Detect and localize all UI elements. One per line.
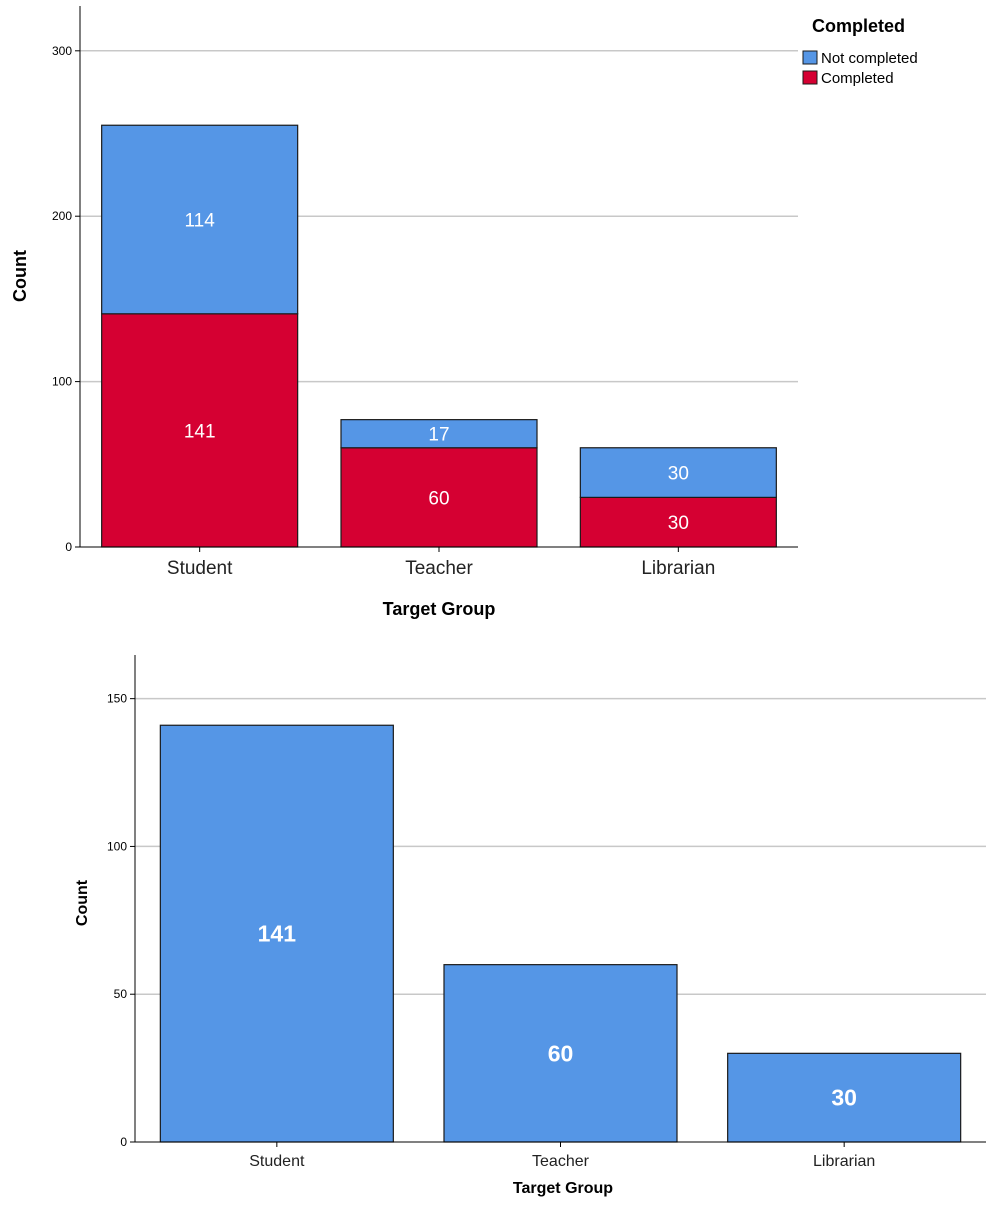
y-tick-label: 50 [114, 987, 128, 1001]
legend-label-not-completed: Not completed [821, 50, 918, 67]
data-labels: 141 60 30 [258, 921, 857, 1111]
bar-librarian [727, 1052, 962, 1143]
y-tick-label: 0 [120, 1135, 127, 1149]
bar-teacher [443, 964, 678, 1143]
bar-teacher-completed [340, 447, 538, 548]
x-axis-title: Target Group [513, 1180, 613, 1197]
y-tick-label: 200 [52, 209, 72, 223]
data-label-librarian-not-completed: 30 [668, 464, 689, 485]
axes [130, 655, 986, 1147]
y-axis-title: Count [74, 879, 91, 926]
bar-teacher-not-completed [340, 419, 538, 449]
x-tick-label-librarian: Librarian [813, 1153, 875, 1170]
y-tick-label: 100 [107, 839, 127, 853]
y-tick-labels: 0 100 200 300 [52, 44, 72, 554]
bar-student-not-completed [101, 124, 299, 315]
x-tick-labels: Student Teacher Librarian [249, 1153, 875, 1170]
y-axis-title: Count [10, 250, 30, 302]
bar-chart-completed: 0 50 100 150 Student Teacher Librarian 141 60 3… [74, 655, 986, 1197]
data-label-student: 141 [258, 921, 297, 947]
bars [101, 124, 777, 548]
bar-student [159, 724, 394, 1143]
bars [159, 724, 962, 1143]
x-tick-label-student: Student [167, 558, 233, 579]
y-tick-labels: 0 50 100 150 [107, 692, 127, 1149]
x-tick-label-student: Student [249, 1153, 305, 1170]
data-label-teacher: 60 [548, 1040, 574, 1066]
legend-swatch-completed [802, 70, 818, 85]
x-tick-label-teacher: Teacher [405, 558, 473, 579]
data-label-student-not-completed: 114 [185, 211, 216, 232]
data-label-teacher-not-completed: 17 [428, 425, 449, 446]
y-tick-label: 100 [52, 375, 72, 389]
legend-title: Completed [812, 16, 905, 36]
y-tick-label: 300 [52, 44, 72, 58]
data-label-librarian: 30 [831, 1085, 857, 1111]
data-label-teacher-completed: 60 [428, 488, 449, 509]
data-label-student-completed: 141 [184, 421, 216, 442]
x-axis-title: Target Group [383, 599, 496, 619]
axes [75, 6, 798, 552]
x-tick-labels: Student Teacher Librarian [167, 558, 715, 579]
stacked-bar-chart: 0 100 200 300 Student Teacher Librarian 141 11… [10, 6, 918, 619]
bar-librarian-not-completed [579, 447, 777, 498]
legend-swatch-not-completed [802, 50, 818, 65]
x-tick-label-librarian: Librarian [641, 558, 715, 579]
y-tick-label: 150 [107, 692, 127, 706]
y-tick-label: 0 [65, 540, 72, 554]
bar-student-completed [101, 313, 299, 548]
data-labels: 141 114 60 17 30 30 [184, 211, 689, 535]
data-label-librarian-completed: 30 [668, 513, 689, 534]
legend-label-completed: Completed [821, 70, 894, 87]
x-tick-label-teacher: Teacher [532, 1153, 590, 1170]
legend: Completed Not completed Completed [802, 16, 918, 87]
